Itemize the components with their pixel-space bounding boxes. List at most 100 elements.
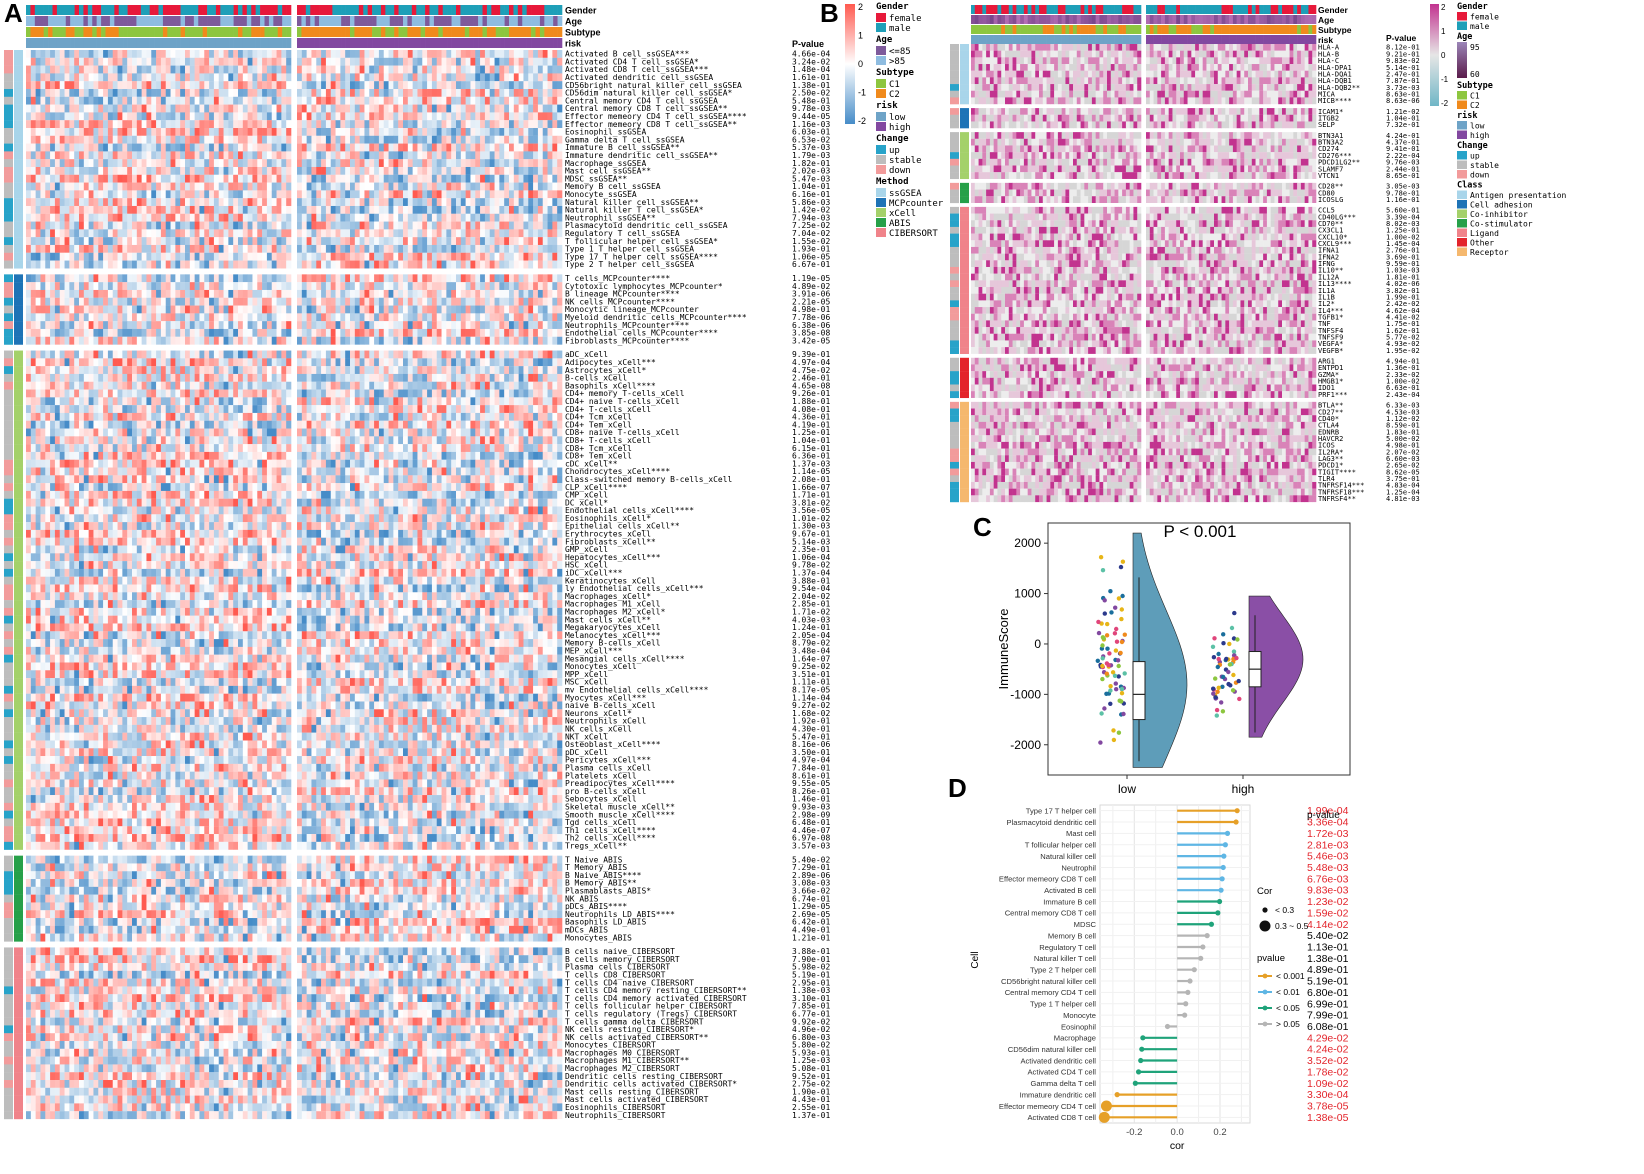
row-method-cell [14, 444, 23, 453]
row-pvalue: 4.83e-04 [1386, 481, 1420, 490]
row-label: Preadipocytes_xCell**** [565, 779, 675, 788]
row-label: iDC_xCell*** [565, 569, 623, 578]
data-point [1104, 633, 1110, 638]
row-method-cell [14, 545, 23, 554]
data-point [1215, 689, 1220, 694]
row-change-cell [4, 297, 13, 306]
row-pvalue: 1.66e-07 [792, 483, 830, 492]
row-label: Smooth muscle_xCell**** [565, 810, 675, 819]
violin-high [1248, 595, 1304, 738]
cell-label: Monocyte [1063, 1011, 1096, 1020]
row-label: TNFRSF14*** [1318, 481, 1364, 490]
annotation-bar-gender [971, 5, 1317, 14]
row-label: IL2* [1318, 299, 1335, 308]
x-axis-label: cor [1170, 1140, 1185, 1152]
row-pvalue: 2.43e-04 [1386, 390, 1420, 399]
legend-item: 60 [1470, 70, 1480, 79]
legend-item: <=85 [889, 47, 911, 57]
row-pvalue: 1.16e-03 [792, 120, 830, 129]
row-method-cell [14, 112, 23, 121]
row-change-cell [950, 391, 959, 399]
row-method-cell [14, 537, 23, 546]
row-method-cell [14, 459, 23, 468]
row-pvalue: 4.30e-01 [792, 725, 830, 734]
data-point [1220, 709, 1226, 714]
legend-p-dot [1262, 1005, 1268, 1011]
row-method-cell [14, 871, 23, 880]
row-method-cell [14, 475, 23, 484]
row-pvalue: 4.65e-08 [792, 381, 830, 390]
row-pvalue: 6.77e-01 [792, 1009, 830, 1018]
row-label: Plasma cells_CIBERSORT [565, 963, 670, 972]
violin-low [1132, 532, 1188, 768]
row-change-cell [950, 50, 959, 58]
row-method-cell [14, 205, 23, 214]
row-method-cell [14, 855, 23, 864]
row-class-cell [960, 132, 969, 139]
row-label: T cells CD4 memory resting_CIBERSORT** [565, 986, 747, 995]
row-change-cell [4, 1072, 13, 1081]
row-change-cell [950, 57, 959, 65]
row-change-cell [950, 461, 959, 469]
row-label: Immature dendritic cell_ssGSEA** [565, 151, 718, 160]
row-method-cell [14, 522, 23, 531]
row-pvalue: 8.59e-01 [1386, 421, 1420, 430]
row-method-cell [14, 756, 23, 765]
row-pvalue: 2.69e-05 [792, 910, 830, 919]
row-pvalue: 9.67e-01 [792, 530, 830, 539]
row-pvalue: 6.15e-01 [792, 444, 830, 453]
row-label: Dendritic cells resting_CIBERSORT [565, 1072, 723, 1081]
row-label: SELP [1318, 120, 1335, 129]
row-change-cell [4, 282, 13, 291]
row-label: Regulatory T cell_ssGSEA [565, 229, 680, 238]
legend-swatch [876, 79, 886, 88]
legend-title: Change [876, 134, 909, 144]
row-pvalue: 3.05e-03 [1386, 182, 1420, 191]
data-point [1231, 672, 1236, 678]
row-label: MICA [1318, 89, 1336, 98]
row-class-cell [960, 495, 969, 503]
legend-item: C1 [889, 80, 900, 90]
data-point [1211, 655, 1217, 660]
row-pvalue: 5.37e-03 [792, 143, 830, 152]
row-pvalue: 4.46e-07 [792, 826, 830, 835]
row-label: Monocytes_ABIS [565, 933, 632, 942]
cell-label: Mast cell [1066, 829, 1096, 838]
row-label: LAG3** [1318, 454, 1343, 463]
row-pvalue: 9.52e-01 [792, 1072, 830, 1081]
row-pvalue: 8.62e-05 [1386, 467, 1420, 476]
row-class-cell [960, 333, 969, 341]
row-label: IL1A [1318, 286, 1336, 295]
row-pvalue: 1.62e-01 [1386, 326, 1420, 335]
row-method-cell [14, 834, 23, 843]
row-pvalue: 2.65e-02 [1386, 461, 1420, 470]
row-label: NK_ABIS [565, 894, 599, 903]
row-pvalue: 1.71e-02 [792, 608, 830, 617]
row-pvalue: 5.60e-01 [1386, 206, 1420, 215]
row-label: EDNRB [1318, 427, 1339, 436]
p-value: 4.24e-02 [1307, 1044, 1349, 1056]
row-change-cell [4, 174, 13, 183]
lollipop-head [1135, 1069, 1142, 1075]
p-value: 5.46e-03 [1307, 851, 1349, 863]
p-value: 6.80e-01 [1307, 987, 1349, 999]
row-method-cell [14, 615, 23, 624]
row-pvalue: 9.41e-01 [1386, 144, 1420, 153]
row-change-cell [4, 1087, 13, 1096]
row-method-cell [14, 405, 23, 414]
row-pvalue: 3.73e-03 [1386, 83, 1420, 92]
row-pvalue: 5.77e-02 [1386, 333, 1420, 342]
row-method-cell [14, 305, 23, 314]
row-pvalue: 7.04e-02 [792, 229, 830, 238]
cell-label: MDSC [1074, 920, 1097, 929]
row-label: Macrophages_xCell* [565, 592, 651, 601]
legend-item: Antigen presentation [1470, 191, 1567, 200]
row-pvalue: 2.75e-02 [792, 1080, 830, 1089]
row-method-cell [14, 297, 23, 306]
legend-item: female [889, 14, 922, 24]
row-pvalue: 1.71e-01 [792, 491, 830, 500]
row-label: T cells gamma delta_CIBERSORT [565, 1017, 704, 1026]
row-change-cell [4, 1111, 13, 1120]
lollipop-head [1224, 830, 1231, 836]
row-class-cell [960, 158, 969, 166]
